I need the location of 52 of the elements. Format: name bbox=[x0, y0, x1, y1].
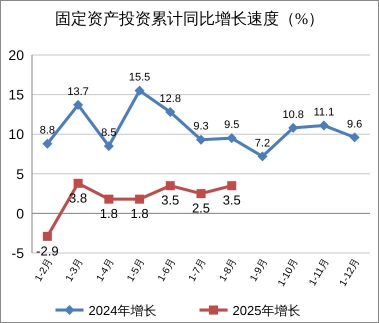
point bbox=[288, 122, 298, 133]
data-label: 3.5 bbox=[161, 192, 180, 208]
x-tick-label: 1-2月 bbox=[33, 257, 55, 284]
point bbox=[42, 232, 52, 241]
x-tick-label: 1-9月 bbox=[248, 257, 270, 284]
data-label: 7.2 bbox=[254, 137, 270, 150]
y-tick-label: 10 bbox=[8, 126, 24, 142]
point bbox=[227, 181, 236, 190]
data-label: 1.8 bbox=[100, 206, 118, 222]
data-label: 11.1 bbox=[314, 106, 334, 118]
point bbox=[318, 120, 329, 130]
point bbox=[196, 134, 206, 145]
data-label: -2.9 bbox=[36, 243, 59, 258]
data-label: 13.7 bbox=[67, 86, 89, 98]
chart-title: 固定资产投资累计同比增长速度（%） bbox=[54, 10, 324, 28]
data-label: 10.8 bbox=[282, 108, 304, 121]
y-tick-label: 15 bbox=[8, 86, 24, 103]
point bbox=[165, 107, 176, 118]
data-label: 15.5 bbox=[128, 72, 150, 84]
point bbox=[74, 178, 83, 188]
point bbox=[104, 194, 114, 204]
x-tick-label: 1-3月 bbox=[64, 257, 86, 284]
y-tick-label: 20 bbox=[8, 47, 24, 63]
point bbox=[166, 181, 175, 190]
data-label: 3.8 bbox=[69, 190, 88, 206]
point bbox=[196, 189, 206, 198]
point bbox=[135, 194, 144, 204]
x-tick-label: 1-6月 bbox=[156, 257, 178, 284]
x-tick-label: 1-8月 bbox=[218, 257, 240, 284]
data-label: 12.8 bbox=[160, 93, 181, 106]
data-label: 9.3 bbox=[193, 120, 209, 133]
point bbox=[134, 86, 145, 96]
point bbox=[350, 132, 360, 142]
point bbox=[257, 151, 268, 162]
x-tick-label: 1-7月 bbox=[186, 257, 209, 284]
point bbox=[226, 133, 237, 144]
data-label: 1.8 bbox=[130, 206, 149, 222]
y-tick-label: -5 bbox=[12, 245, 24, 261]
y-tick-label: 5 bbox=[16, 166, 24, 182]
point bbox=[73, 100, 84, 110]
point bbox=[104, 141, 114, 152]
x-tick-label: 1-5月 bbox=[125, 257, 148, 284]
legend-label: 2025年增长 bbox=[232, 303, 300, 318]
data-label: 9.5 bbox=[224, 119, 240, 132]
legend-label: 2024年增长 bbox=[88, 303, 156, 318]
x-tick-label: 1-4月 bbox=[94, 257, 116, 284]
point bbox=[42, 138, 52, 149]
data-label: 8.8 bbox=[40, 124, 56, 137]
y-tick-label: 0 bbox=[16, 205, 24, 222]
data-label: 3.5 bbox=[222, 192, 241, 208]
data-label: 2.5 bbox=[192, 200, 210, 216]
data-label: 9.6 bbox=[346, 118, 362, 130]
